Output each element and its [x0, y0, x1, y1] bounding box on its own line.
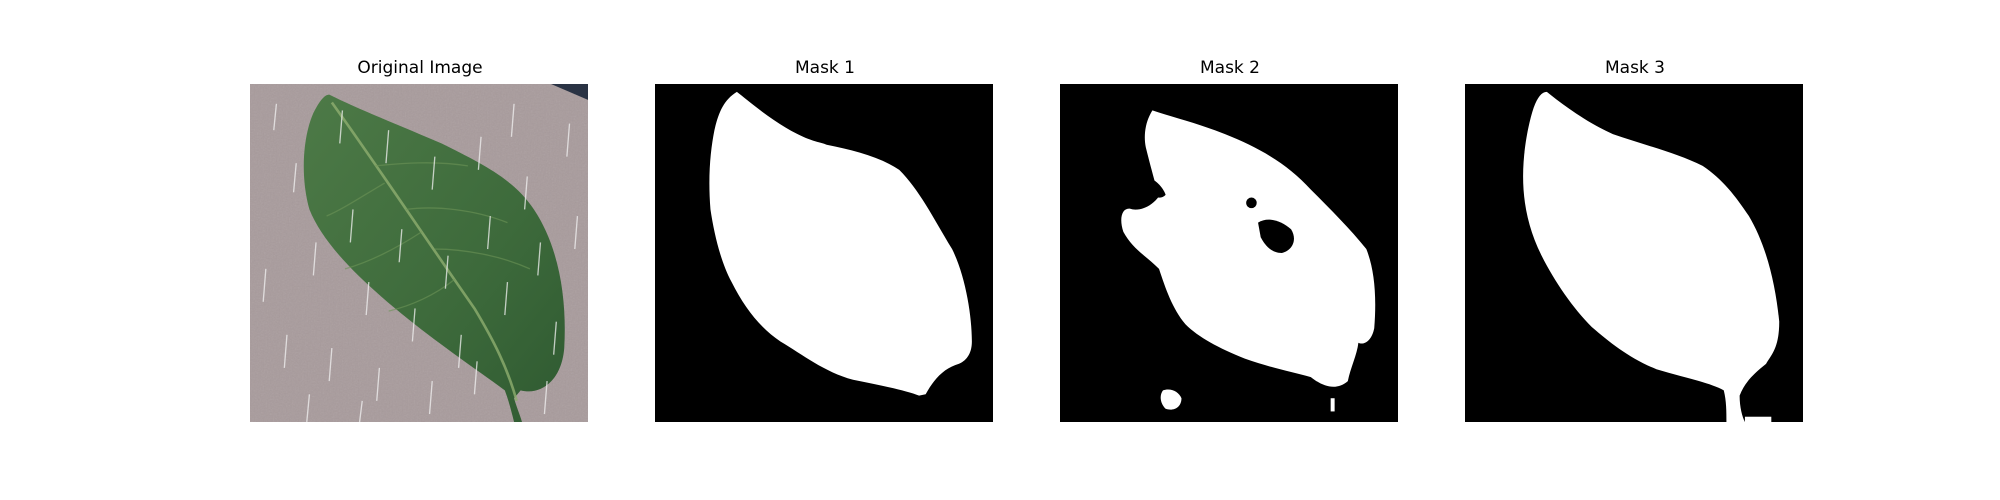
dark-corner	[551, 84, 588, 100]
leaf-midrib	[330, 101, 518, 402]
mask-3-image	[1465, 84, 1803, 422]
mask-3-tail	[1744, 416, 1772, 422]
panel-title: Mask 1	[794, 58, 855, 78]
rain-streaks	[262, 103, 579, 422]
mask-2-image	[1060, 84, 1398, 422]
mask-1-region	[709, 91, 972, 396]
mask-2-region	[1121, 110, 1376, 387]
mask-2-blob	[1160, 389, 1182, 410]
mask-2-hole	[1246, 197, 1257, 209]
panel-mask-2: Mask 2	[1060, 0, 1400, 500]
mask-2-hole	[1145, 176, 1166, 198]
original-leaf-image	[250, 84, 588, 422]
panel-title: Mask 3	[1604, 58, 1665, 78]
mask-2-blob	[1330, 398, 1335, 412]
panel-title: Mask 2	[1199, 58, 1260, 78]
leaf-veins	[326, 162, 531, 312]
panel-original-image: Original Image	[250, 0, 590, 500]
leaf-shape	[303, 94, 565, 422]
panel-mask-3: Mask 3	[1465, 0, 1805, 500]
panel-title: Original Image	[357, 58, 483, 78]
panel-mask-1: Mask 1	[655, 0, 995, 500]
mask-2-hole	[1258, 219, 1294, 253]
mask-1-image	[655, 84, 993, 422]
mask-3-region	[1523, 91, 1780, 422]
